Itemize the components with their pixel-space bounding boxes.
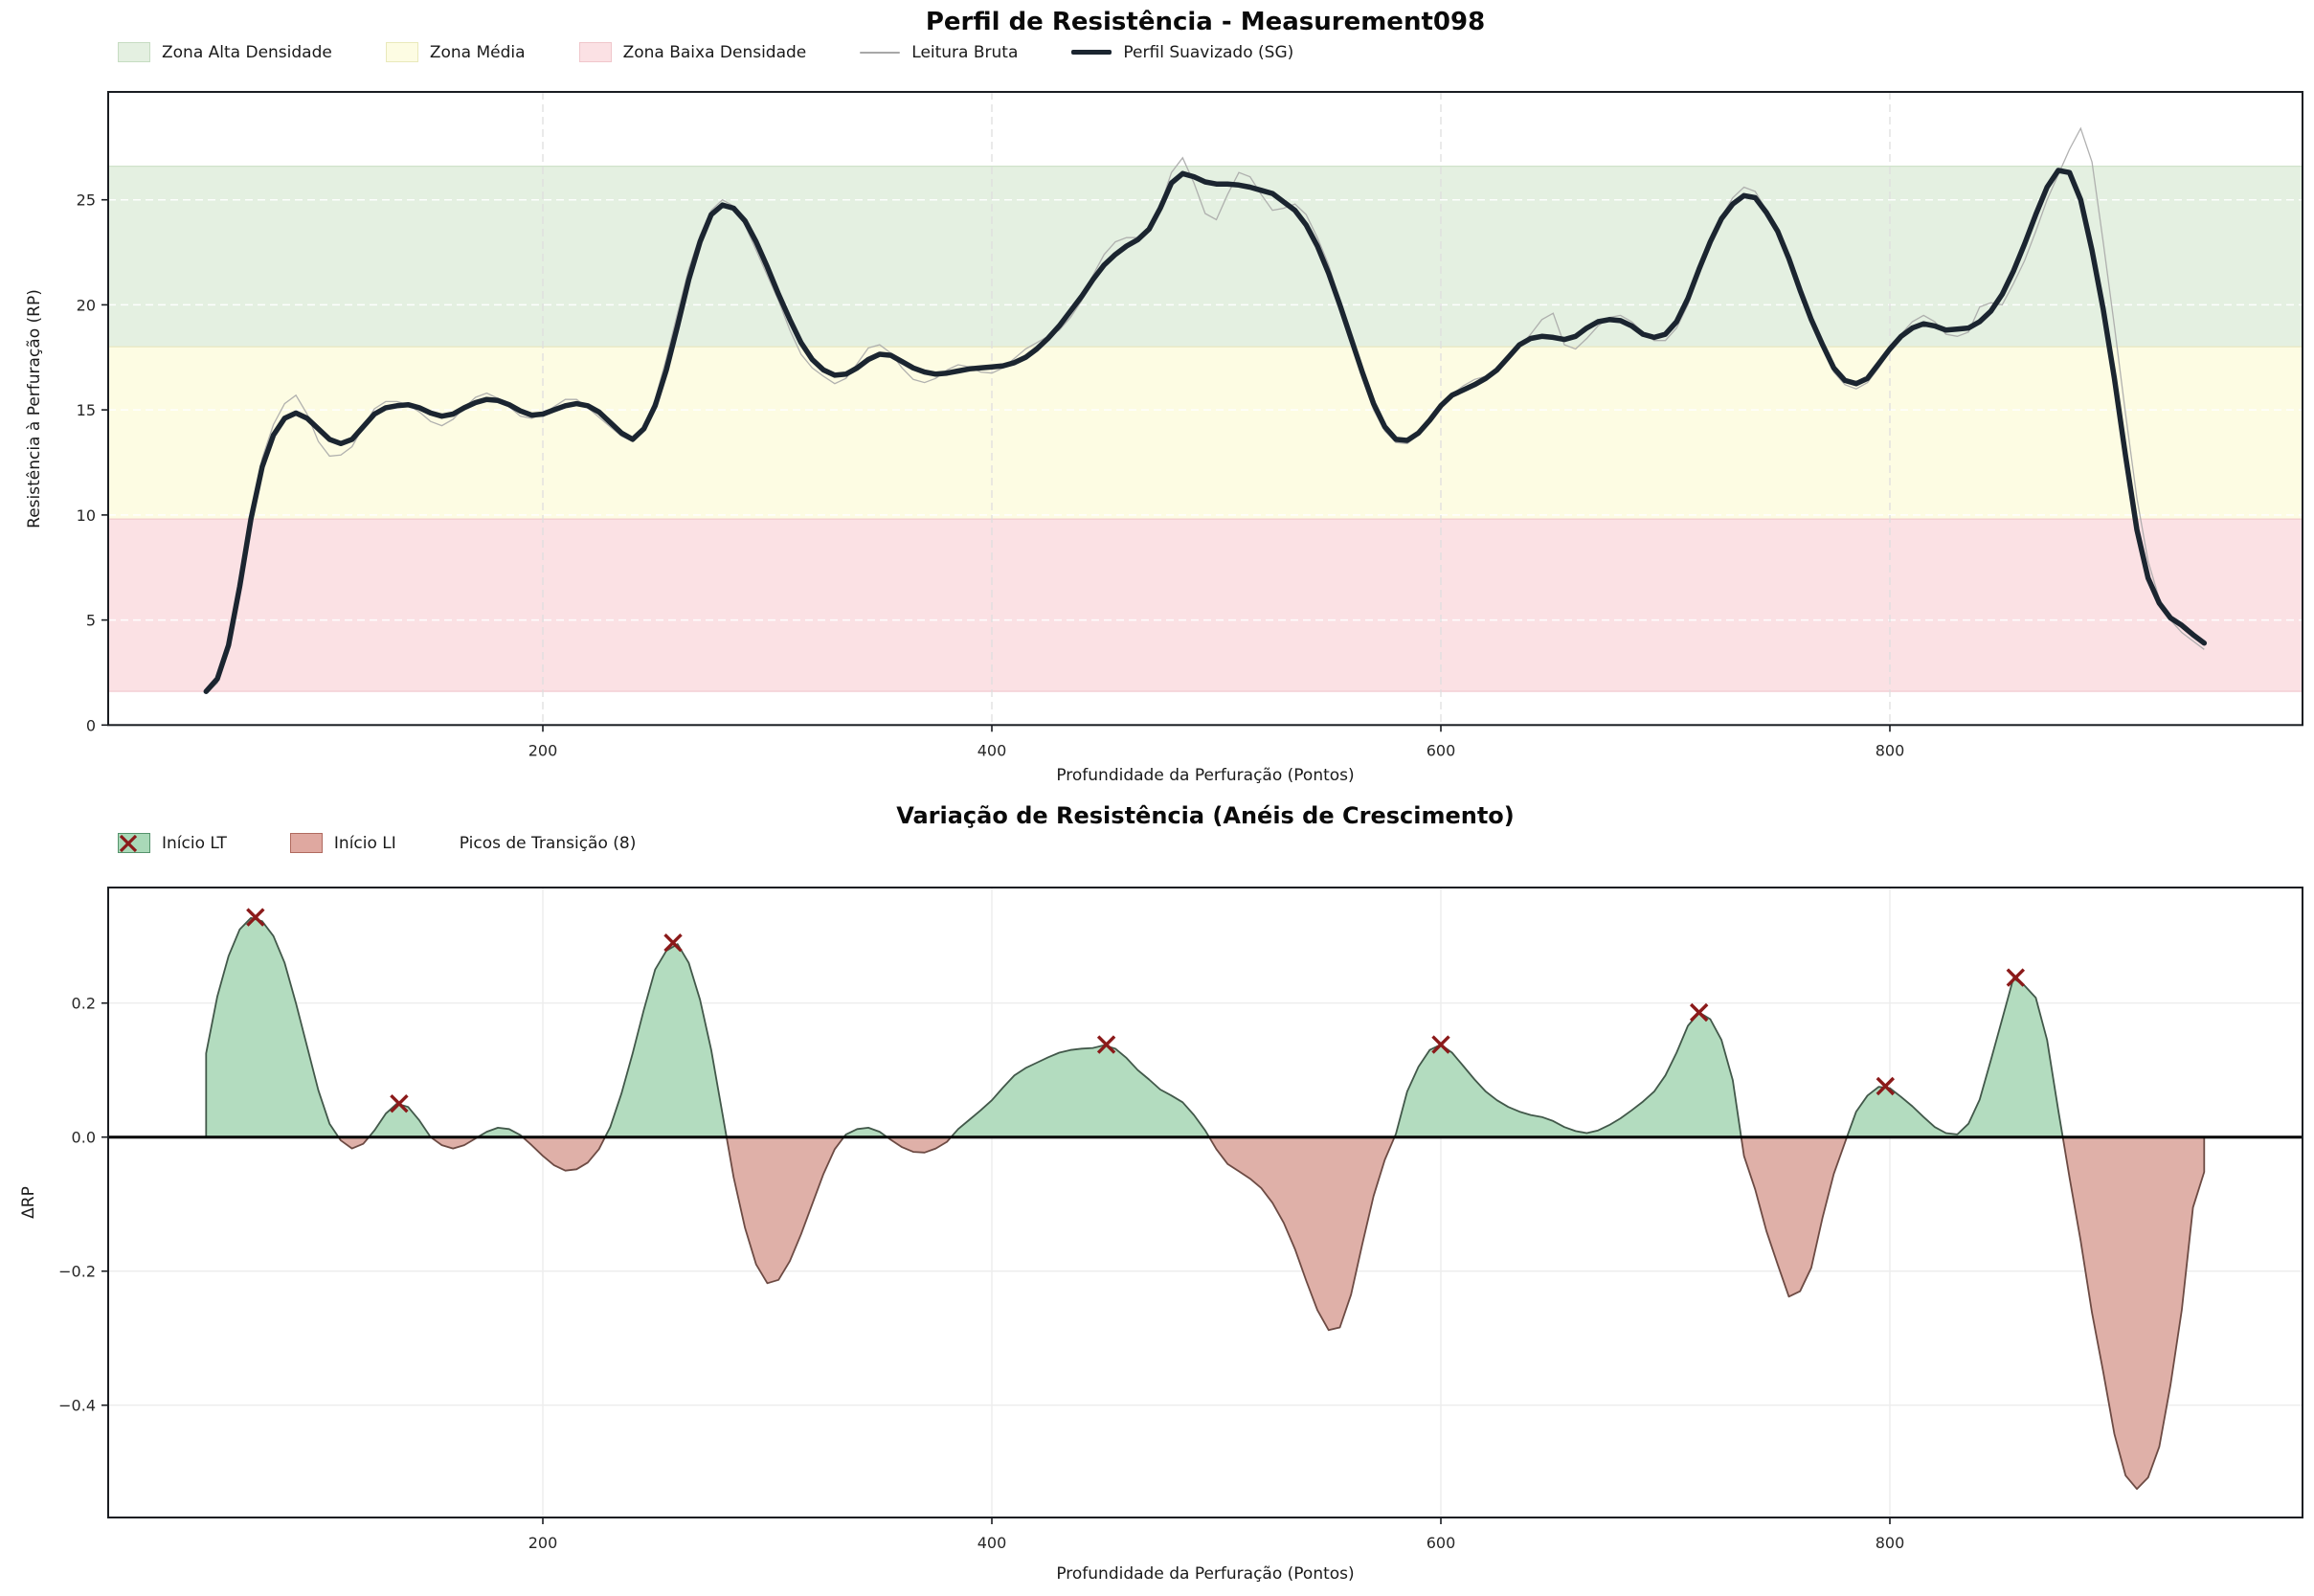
- legend-label: Zona Alta Densidade: [162, 42, 332, 62]
- legend-swatch: [578, 42, 612, 62]
- zone-zona-baixa-densidade: [107, 518, 2303, 692]
- x-tick-label: 400: [977, 1534, 1007, 1552]
- chart2-title: Variação de Resistência (Anéis de Cresci…: [896, 802, 1515, 829]
- fill-positive: [950, 1044, 1210, 1138]
- chart1-title: Perfil de Resistência - Measurement098: [925, 8, 1486, 36]
- legend-label: Início LT: [162, 833, 227, 853]
- zone-zona-média: [107, 346, 2303, 520]
- legend-label: Início LI: [333, 833, 396, 853]
- y-tick-label: 15: [77, 401, 96, 419]
- fill-negative: [1740, 1135, 1848, 1298]
- legend-item-zona-baixa-densidade: Zona Baixa Densidade: [578, 42, 807, 62]
- transition-peak-marker: [246, 908, 265, 927]
- axes-frame: [107, 91, 2303, 727]
- transition-peak-marker: [390, 1093, 409, 1113]
- chart2-legend: Início LT Início LI Picos de Transição (8): [118, 833, 699, 853]
- legend-label: Leitura Bruta: [911, 42, 1019, 62]
- legend-label: Picos de Transição (8): [459, 833, 637, 853]
- transition-peak-marker: [663, 933, 683, 953]
- y-tick-label: 0: [86, 716, 96, 734]
- legend-item-picos-de-transi-o-8-: Picos de Transição (8): [119, 833, 637, 853]
- legend-item-in-cio-li: Início LI: [289, 833, 396, 853]
- legend-label: Zona Baixa Densidade: [622, 42, 807, 62]
- fill-negative: [337, 1135, 371, 1150]
- legend-item-zona-m-dia: Zona Média: [385, 42, 526, 62]
- chart1-legend: Zona Alta Densidade Zona Média Zona Baixa …: [118, 42, 1347, 62]
- legend-item-zona-alta-densidade: Zona Alta Densidade: [118, 42, 332, 62]
- x-tick-label: 200: [528, 1534, 558, 1552]
- y-tick-label: −0.4: [58, 1397, 96, 1415]
- y-tick-label: 0.0: [72, 1129, 96, 1147]
- legend-swatch: [385, 42, 418, 62]
- x-tick-label: 800: [1876, 1534, 1905, 1552]
- axes-frame: [107, 887, 2303, 1518]
- smoothed-profile-line: [203, 168, 2208, 694]
- transition-peak-marker: [1096, 1035, 1116, 1054]
- fill-negative: [429, 1135, 479, 1150]
- fill-negative: [886, 1135, 953, 1154]
- x-tick-label: 400: [977, 741, 1007, 759]
- x-tick-label: 800: [1876, 741, 1905, 759]
- fill-negative: [726, 1135, 845, 1285]
- legend-item-in-cio-lt: Início LT: [118, 833, 227, 853]
- chart1-xlabel: Profundidade da Perfuração (Pontos): [1056, 766, 1355, 785]
- fill-positive: [205, 916, 340, 1138]
- y-tick-label: 0.2: [72, 995, 96, 1013]
- legend-label: Zona Média: [429, 42, 526, 62]
- y-tick-label: −0.2: [58, 1263, 96, 1281]
- transition-peak-marker: [1876, 1076, 1896, 1096]
- legend-label: Perfil Suavizado (SG): [1123, 42, 1294, 62]
- fill-positive: [368, 1102, 432, 1138]
- fill-positive: [604, 943, 728, 1138]
- fill-negative: [522, 1135, 606, 1172]
- legend-item-leitura-bruta: Leitura Bruta: [860, 43, 1018, 62]
- fill-negative: [1208, 1135, 1396, 1332]
- fill-negative: [2061, 1135, 2206, 1491]
- transition-peak-marker: [1431, 1035, 1450, 1054]
- fill-positive: [1393, 1011, 1742, 1138]
- x-tick-label: 200: [528, 741, 558, 759]
- x-tick-label: 600: [1427, 741, 1456, 759]
- y-tick-label: 20: [77, 296, 96, 314]
- chart2-ylabel: ΔRP: [19, 1186, 38, 1219]
- zone-zona-alta-densidade: [107, 166, 2303, 348]
- legend-line-sample: [860, 51, 901, 54]
- y-tick-label: 5: [86, 612, 96, 630]
- legend-item-perfil-suavizado-sg-: Perfil Suavizado (SG): [1071, 43, 1293, 62]
- y-tick-label: 25: [77, 191, 96, 210]
- chart2-xlabel: Profundidade da Perfuração (Pontos): [1056, 1564, 1355, 1584]
- transition-peak-marker: [2006, 968, 2026, 987]
- legend-swatch: [118, 42, 150, 62]
- transition-peak-marker: [1689, 1002, 1709, 1023]
- fill-positive: [1846, 977, 2064, 1138]
- chart1-ylabel: Resistência à Perfuração (RP): [25, 289, 44, 528]
- legend-line-sample: [1071, 50, 1112, 55]
- x-marker-icon: [119, 834, 138, 853]
- x-tick-label: 600: [1427, 1534, 1456, 1552]
- legend-swatch: [289, 833, 323, 853]
- y-tick-label: 10: [77, 506, 96, 525]
